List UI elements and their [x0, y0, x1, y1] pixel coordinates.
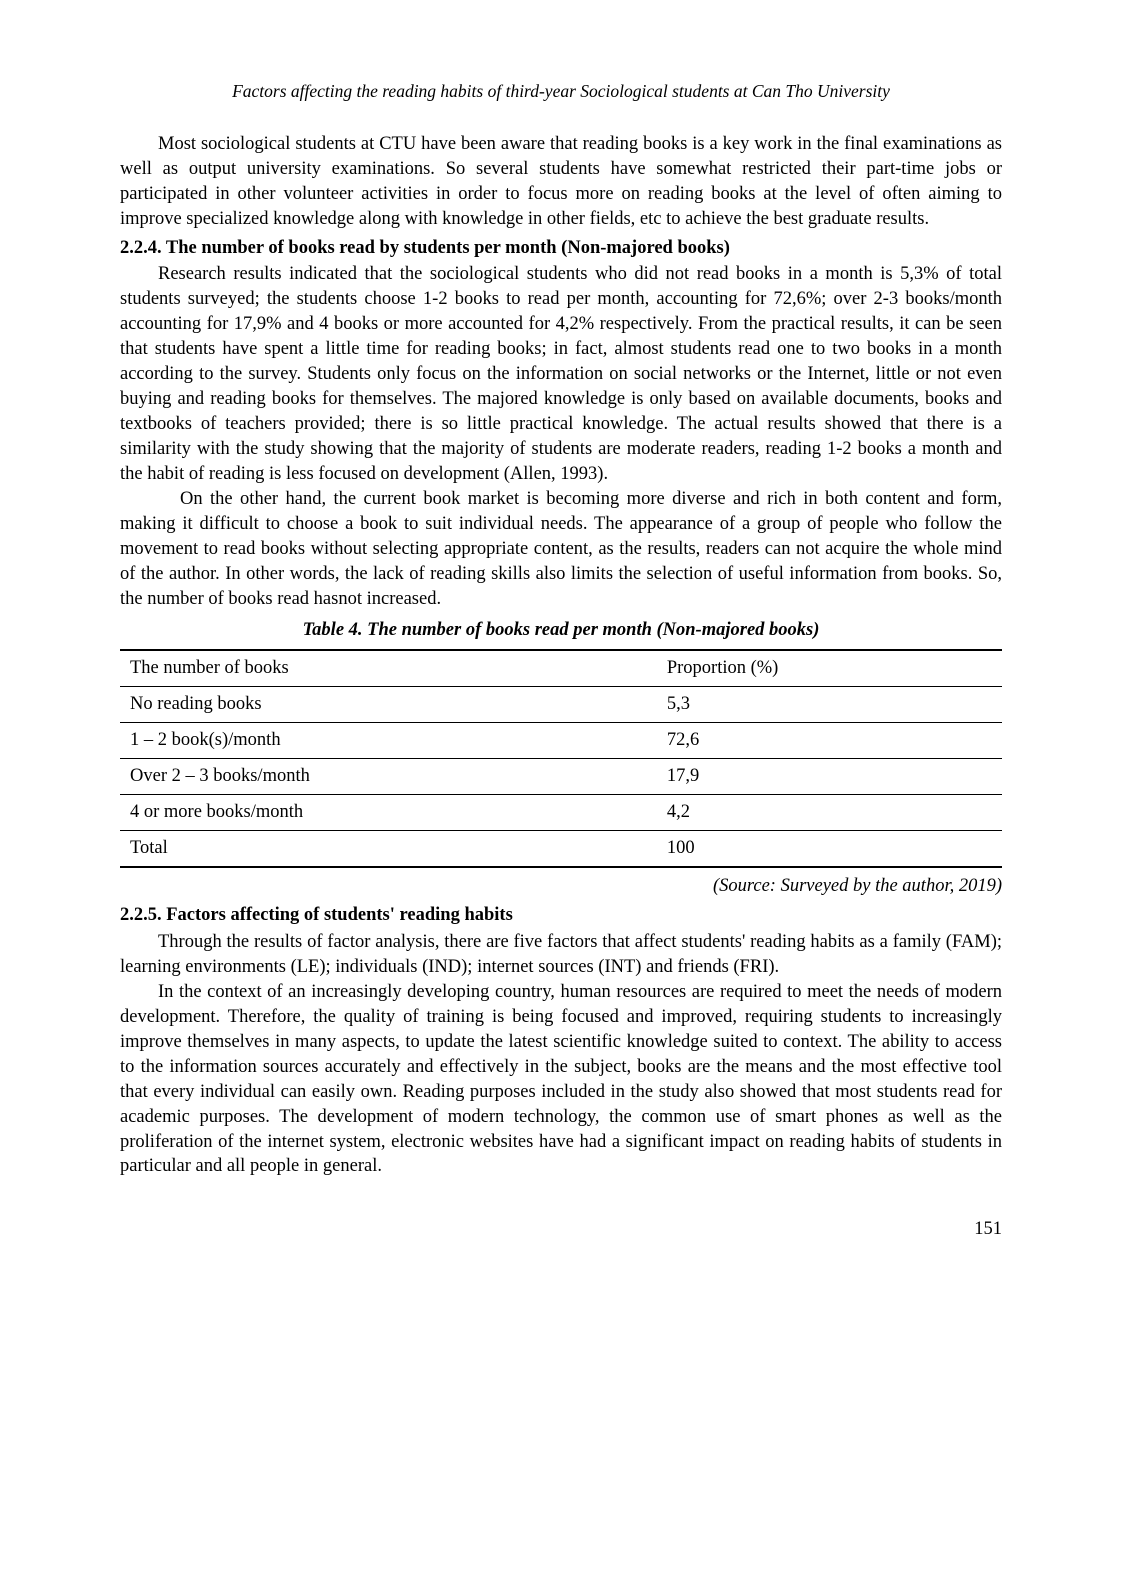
table4-title: Table 4. The number of books read per mo… — [120, 618, 1002, 643]
table-source: (Source: Surveyed by the author, 2019) — [120, 874, 1002, 899]
table-cell: 4,2 — [667, 794, 1002, 830]
table-row: 4 or more books/month 4,2 — [120, 794, 1002, 830]
paragraph-research-results: Research results indicated that the soci… — [120, 262, 1002, 487]
heading-2-2-5: 2.2.5. Factors affecting of students' re… — [120, 903, 1002, 928]
heading-2-2-4: 2.2.4. The number of books read by stude… — [120, 236, 1002, 261]
table-row-total: Total 100 — [120, 830, 1002, 866]
table-cell: 17,9 — [667, 758, 1002, 794]
table-cell: 72,6 — [667, 722, 1002, 758]
running-title: Factors affecting the reading habits of … — [120, 80, 1002, 104]
table4: The number of books Proportion (%) No re… — [120, 649, 1002, 868]
paragraph-book-market: On the other hand, the current book mark… — [120, 487, 1002, 612]
table-cell: Over 2 – 3 books/month — [120, 758, 667, 794]
table-cell: 1 – 2 book(s)/month — [120, 722, 667, 758]
paragraph-context: In the context of an increasingly develo… — [120, 980, 1002, 1180]
table-cell: Total — [120, 830, 667, 866]
paragraph-factor-analysis: Through the results of factor analysis, … — [120, 930, 1002, 980]
table-header-col2: Proportion (%) — [667, 650, 1002, 686]
table-cell: No reading books — [120, 686, 667, 722]
table-cell: 100 — [667, 830, 1002, 866]
table-cell: 4 or more books/month — [120, 794, 667, 830]
table-row: Over 2 – 3 books/month 17,9 — [120, 758, 1002, 794]
table-header-row: The number of books Proportion (%) — [120, 650, 1002, 686]
table-row: No reading books 5,3 — [120, 686, 1002, 722]
page-number: 151 — [120, 1217, 1002, 1242]
table-header-col1: The number of books — [120, 650, 667, 686]
paragraph-intro: Most sociological students at CTU have b… — [120, 132, 1002, 232]
table-cell: 5,3 — [667, 686, 1002, 722]
table-row: 1 – 2 book(s)/month 72,6 — [120, 722, 1002, 758]
